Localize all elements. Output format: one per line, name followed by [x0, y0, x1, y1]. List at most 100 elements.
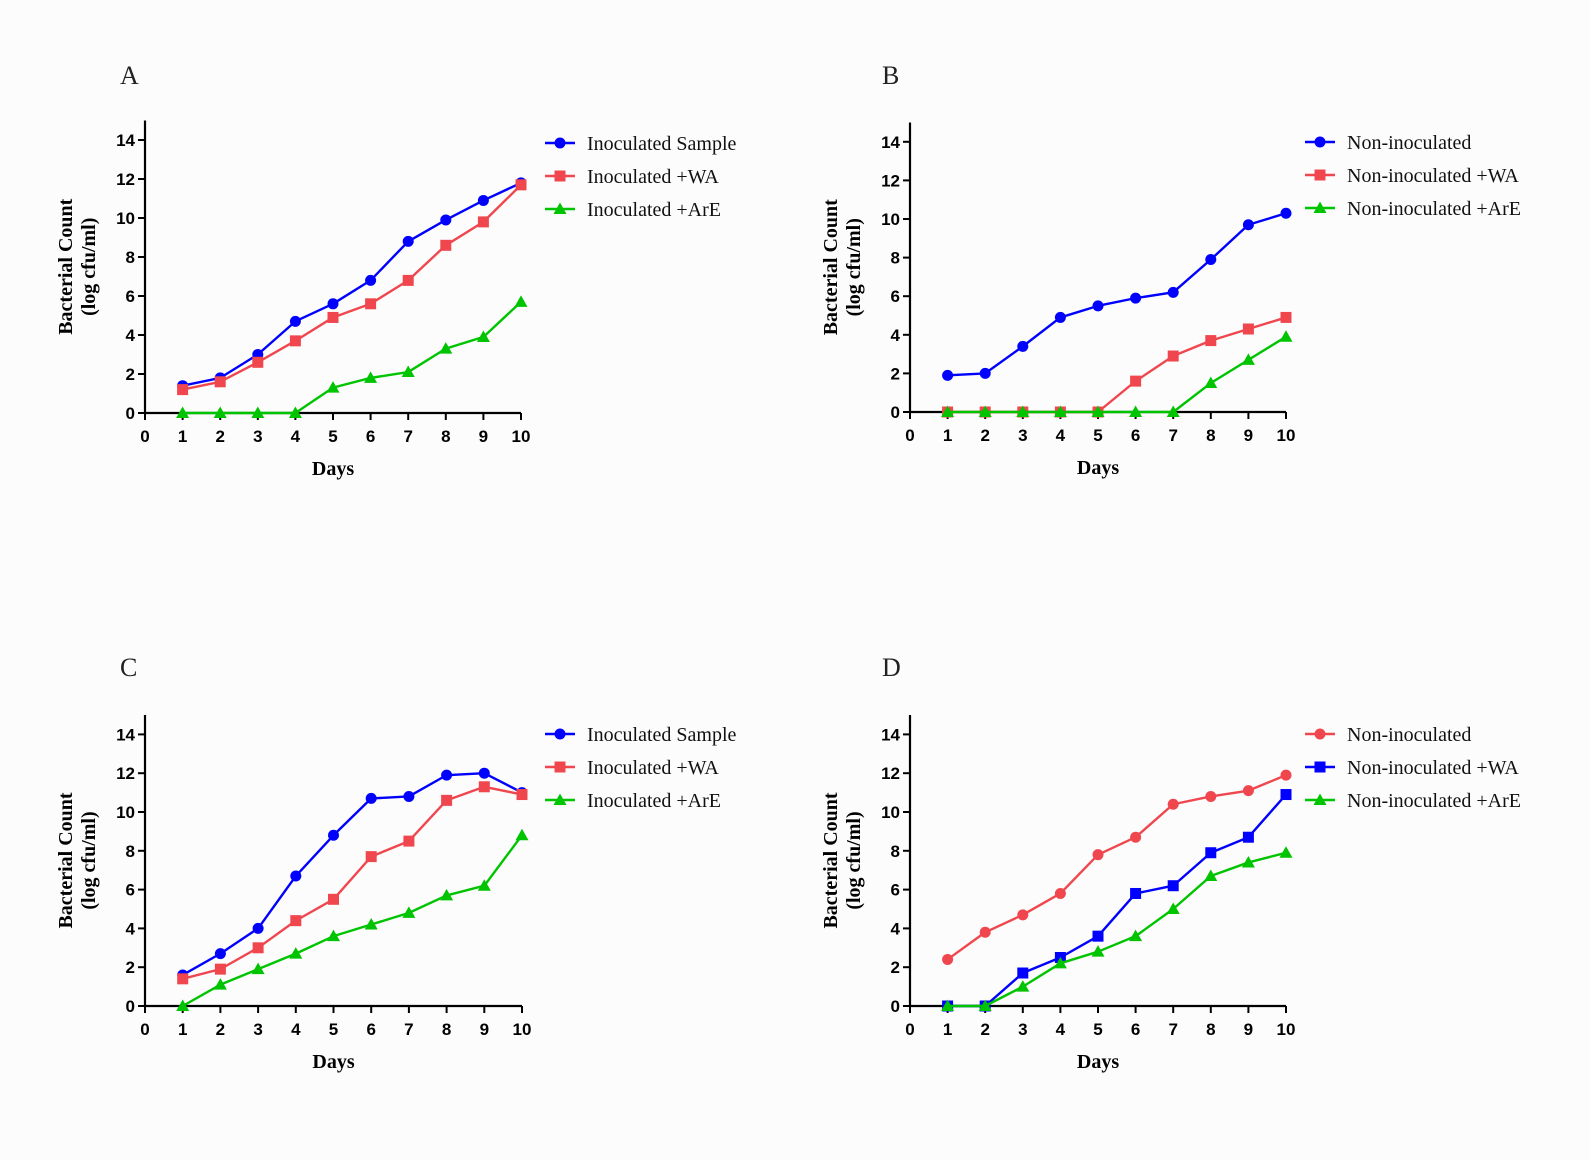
x-tick-label: 2 [216, 1020, 225, 1039]
data-point [440, 239, 452, 251]
legend-label: Inoculated +WA [587, 757, 719, 779]
legend-marker [554, 761, 566, 773]
data-point [288, 406, 302, 418]
x-tick-label: 8 [1206, 426, 1215, 445]
y-tick-label: 6 [126, 881, 135, 900]
data-point [177, 384, 189, 396]
data-point [1280, 789, 1292, 801]
data-point [176, 406, 190, 418]
data-point [1130, 292, 1142, 304]
x-tick-label: 10 [1277, 426, 1296, 445]
x-tick-label: 2 [980, 426, 989, 445]
data-point [1130, 887, 1142, 899]
panel-letter: C [120, 653, 137, 682]
data-point [1017, 340, 1029, 352]
y-tick-label: 14 [116, 131, 135, 150]
y-axis-title-line: Bacterial Count [820, 792, 842, 928]
y-tick-label: 10 [116, 209, 135, 228]
series-line [947, 335, 1287, 414]
y-tick-label: 12 [116, 764, 135, 783]
data-point [477, 194, 489, 206]
legend-label: Non-inoculated [1347, 724, 1471, 746]
legend-marker [1313, 793, 1327, 805]
y-tick-label: 0 [126, 997, 135, 1016]
data-point [439, 342, 453, 354]
legend-label: Non-inoculated +WA [1347, 165, 1519, 187]
data-point [290, 870, 302, 882]
y-axis-title: Bacterial Count(log cfu/ml) [820, 792, 865, 928]
data-point [1279, 846, 1293, 858]
data-point [213, 978, 227, 990]
data-point [1205, 254, 1217, 266]
y-tick-label: 12 [881, 764, 900, 783]
data-point [979, 926, 991, 938]
x-tick-label: 8 [441, 427, 450, 446]
data-point [1205, 790, 1217, 802]
data-point [1205, 335, 1217, 347]
data-point [1054, 887, 1066, 899]
data-point [1053, 405, 1067, 417]
data-point [1129, 929, 1143, 942]
legend: Non-inoculated Non-inoculated +WA Non-inoc… [1305, 132, 1521, 220]
data-point [289, 315, 301, 327]
series-line [182, 772, 523, 977]
x-tick-label: 10 [513, 1020, 532, 1039]
data-point [1167, 880, 1179, 892]
series-3 [176, 828, 529, 1011]
data-point [251, 962, 265, 975]
y-tick-label: 4 [126, 919, 136, 938]
x-tick-label: 7 [1168, 1020, 1177, 1039]
y-axis-title-line: Bacterial Count [820, 199, 842, 335]
y-tick-label: 14 [116, 725, 135, 744]
legend-marker [554, 170, 566, 182]
data-point [327, 311, 339, 323]
x-tick-label: 9 [479, 427, 488, 446]
data-point [978, 405, 992, 417]
data-point [514, 295, 528, 307]
data-point [1242, 219, 1254, 231]
x-axis-title: Days [312, 1051, 354, 1073]
legend-label: Non-inoculated +ArE [1347, 198, 1521, 220]
x-tick-label: 8 [442, 1020, 451, 1039]
data-point [1130, 831, 1142, 843]
y-tick-label: 12 [881, 171, 900, 190]
x-tick-label: 9 [1244, 1020, 1253, 1039]
y-tick-label: 4 [891, 919, 901, 938]
data-point [1204, 869, 1218, 882]
data-point [214, 948, 226, 960]
y-tick-label: 8 [891, 842, 900, 861]
data-point [477, 879, 491, 891]
legend-marker [1314, 136, 1326, 148]
data-point [365, 792, 377, 804]
x-tick-label: 8 [1206, 1020, 1215, 1039]
data-point [1242, 323, 1254, 335]
series-1 [177, 177, 527, 392]
y-tick-label: 2 [126, 365, 135, 384]
y-axis-title-line: (log cfu/ml) [78, 218, 100, 316]
legend-label: Inoculated +ArE [587, 199, 721, 221]
data-point [328, 893, 339, 905]
y-tick-label: 10 [116, 803, 135, 822]
legend-marker [1314, 169, 1326, 181]
series-1 [942, 769, 1292, 965]
data-point [1016, 980, 1030, 992]
x-tick-label: 6 [366, 427, 375, 446]
series-line [182, 181, 522, 387]
data-point [328, 829, 339, 841]
data-point [1054, 311, 1066, 323]
series-3 [176, 295, 528, 418]
data-point [477, 216, 489, 228]
series-2 [177, 179, 527, 396]
legend: Non-inoculated Non-inoculated +WA Non-inoc… [1305, 724, 1521, 812]
series-line [182, 785, 523, 981]
data-point [1092, 300, 1104, 312]
data-point [1053, 956, 1067, 969]
y-tick-label: 4 [126, 326, 136, 345]
legend-marker [554, 137, 566, 149]
x-tick-label: 10 [512, 427, 531, 446]
y-tick-label: 2 [891, 958, 900, 977]
